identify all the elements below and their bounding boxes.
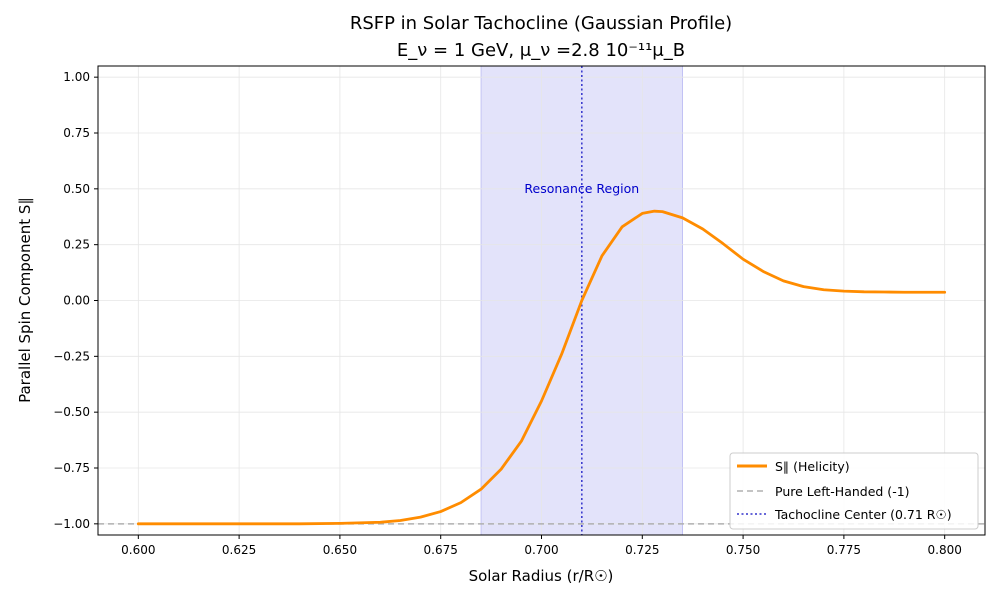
y-tick-label: 0.75 bbox=[63, 126, 90, 140]
resonance-region-label: Resonance Region bbox=[524, 181, 639, 196]
x-tick-label: 0.725 bbox=[625, 543, 659, 557]
y-tick-label: −0.25 bbox=[53, 349, 90, 363]
y-tick-label: −0.50 bbox=[53, 405, 90, 419]
legend-entry-tachocline-center: Tachocline Center (0.71 R☉) bbox=[774, 507, 952, 522]
x-tick-label: 0.675 bbox=[424, 543, 458, 557]
helicity-curve bbox=[136, 209, 947, 526]
x-tick-label: 0.750 bbox=[726, 543, 760, 557]
chart-title-line1: RSFP in Solar Tachocline (Gaussian Profi… bbox=[350, 13, 732, 34]
y-tick-label: 1.00 bbox=[63, 70, 90, 84]
grid-layer bbox=[98, 66, 985, 535]
y-axis-ticks: −1.00 −0.75 −0.50 −0.25 0.00 0.25 0.50 0.75 1.00 bbox=[53, 70, 98, 531]
x-axis-label: Solar Radius (r/R☉) bbox=[469, 567, 614, 585]
x-tick-label: 0.700 bbox=[524, 543, 558, 557]
chart-title-line2: E_ν = 1 GeV, μ_ν =2.8 10⁻¹¹μ_B bbox=[397, 40, 685, 61]
legend: S∥ (Helicity) Pure Left-Handed (-1) Tach… bbox=[729, 452, 979, 530]
x-tick-label: 0.650 bbox=[323, 543, 357, 557]
y-tick-label: −1.00 bbox=[53, 517, 90, 531]
x-tick-label: 0.775 bbox=[827, 543, 861, 557]
x-tick-label: 0.600 bbox=[121, 543, 155, 557]
x-axis-ticks: 0.600 0.625 0.650 0.675 0.700 0.725 0.750 0.775… bbox=[121, 535, 962, 557]
y-tick-label: −0.75 bbox=[53, 461, 90, 475]
series-layer bbox=[136, 209, 947, 526]
y-tick-label: 0.50 bbox=[63, 182, 90, 196]
y-tick-label: 0.25 bbox=[63, 238, 90, 252]
x-tick-label: 0.625 bbox=[222, 543, 256, 557]
y-axis-label: Parallel Spin Component S∥ bbox=[16, 197, 34, 403]
legend-entry-helicity: S∥ (Helicity) bbox=[775, 459, 850, 474]
y-tick-label: 0.00 bbox=[63, 294, 90, 308]
legend-box bbox=[729, 452, 979, 530]
legend-entry-left-handed: Pure Left-Handed (-1) bbox=[775, 484, 910, 499]
x-tick-label: 0.800 bbox=[928, 543, 962, 557]
